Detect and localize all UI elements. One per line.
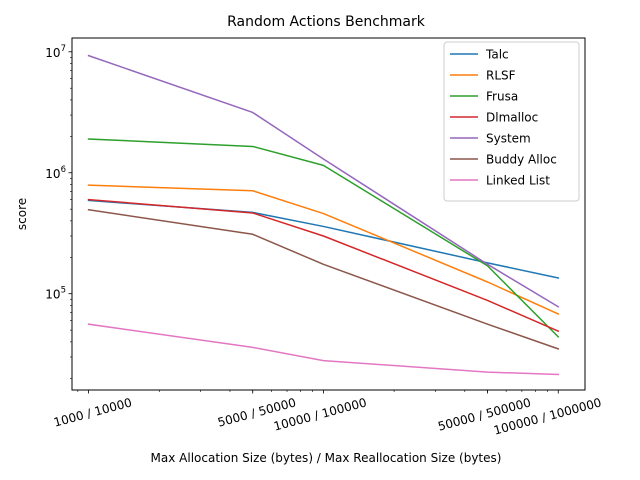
y-axis: 105 106 107 <box>45 44 72 379</box>
axes-frame <box>71 37 586 391</box>
series-line-buddy-alloc <box>87 208 560 350</box>
series-line-frusa <box>87 138 560 338</box>
y-tick-label: 106 <box>45 165 66 181</box>
legend-label: Talc <box>485 48 509 62</box>
legend-box <box>443 41 580 202</box>
legend-label: Frusa <box>486 90 518 104</box>
x-axis-label: Max Allocation Size (bytes) / Max Reallo… <box>151 451 502 465</box>
legend: Talc RLSF Frusa Dlmalloc System Buddy Alloc Li… <box>443 41 580 202</box>
legend-label: System <box>486 132 531 146</box>
y-tick-label: 105 <box>45 286 66 302</box>
series-line-dlmalloc <box>87 198 560 333</box>
series-line-system <box>87 54 560 308</box>
series-line-rlsf <box>87 184 560 315</box>
y-tick-label: 107 <box>45 44 66 60</box>
legend-label: Dlmalloc <box>486 111 538 125</box>
chart-title: Random Actions Benchmark <box>227 14 426 30</box>
y-axis-label: score <box>15 198 29 230</box>
legend-label: Buddy Alloc <box>486 153 557 167</box>
legend-label: RLSF <box>486 69 516 83</box>
series-line-linked-list <box>87 323 560 376</box>
plot-area <box>87 54 560 376</box>
legend-label: Linked List <box>486 174 550 188</box>
